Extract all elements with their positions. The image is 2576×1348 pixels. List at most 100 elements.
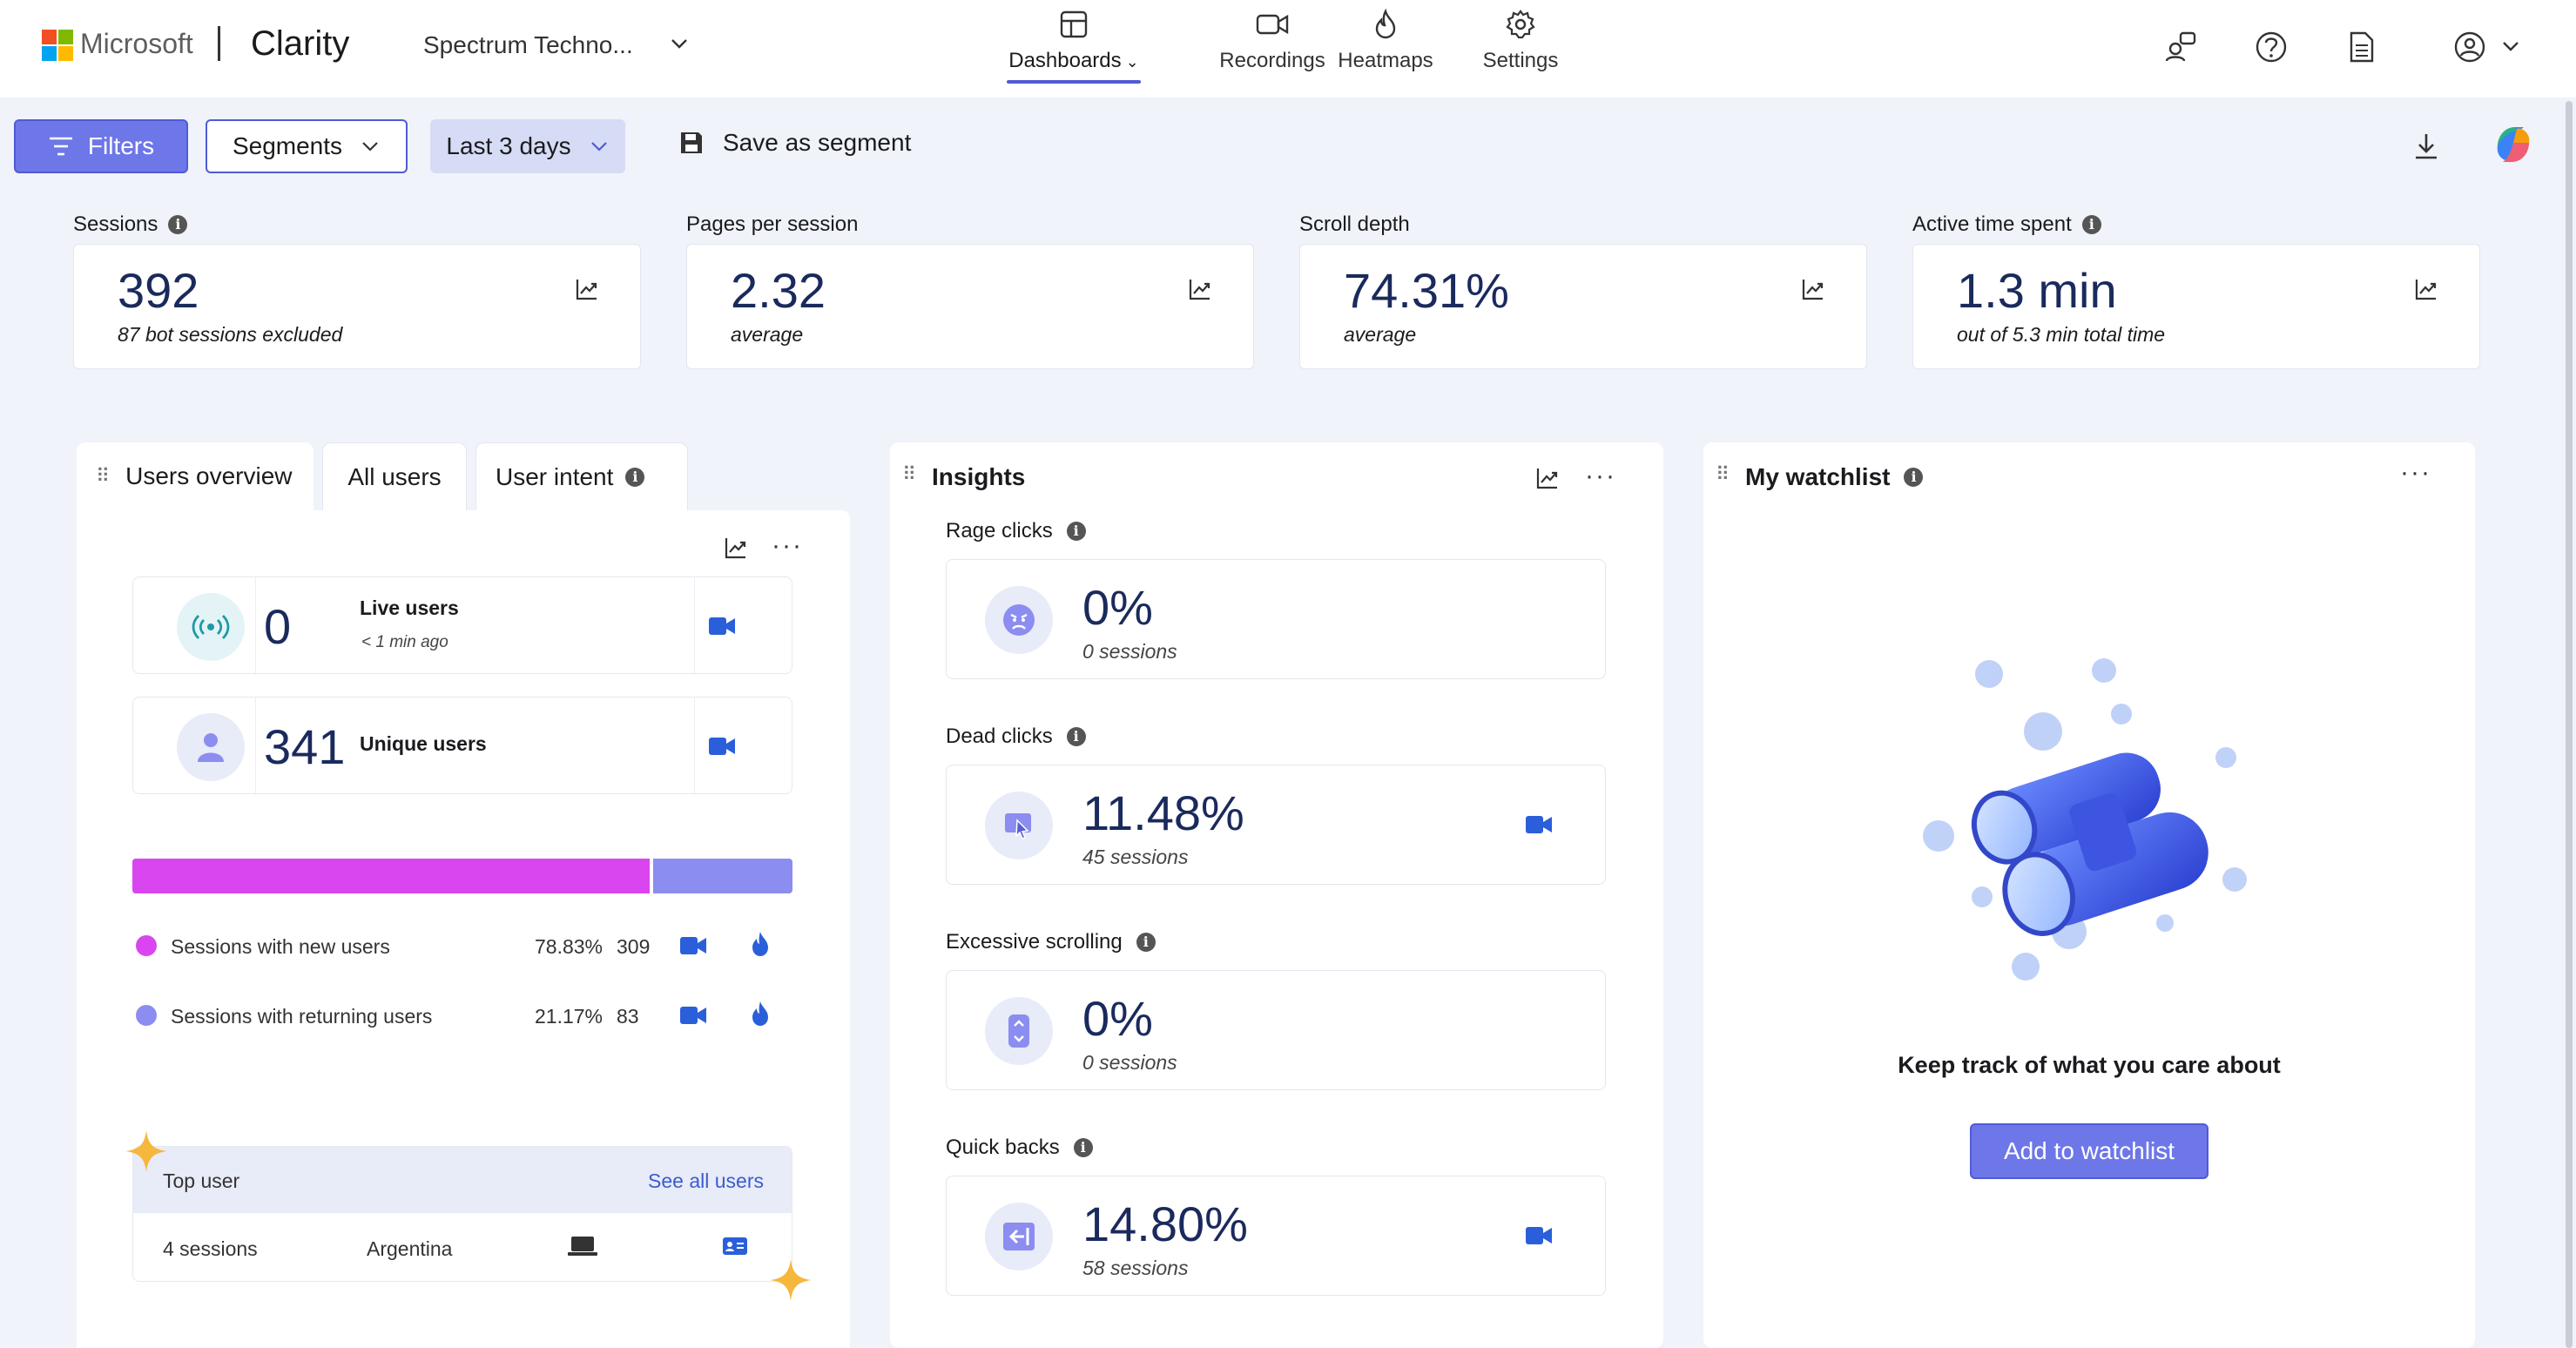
chevron-down-icon xyxy=(590,142,607,152)
live-users-card[interactable]: 0 Live users < 1 min ago xyxy=(132,576,792,675)
save-segment-label: Save as segment xyxy=(723,129,912,156)
trend-chart-icon[interactable] xyxy=(2413,276,2439,302)
help-icon[interactable] xyxy=(2254,30,2289,64)
legend-dot-new xyxy=(136,935,157,956)
project-selector[interactable]: Spectrum Techno... xyxy=(423,31,633,58)
drag-handle-icon[interactable]: ⠿ xyxy=(1716,463,1730,485)
heatmap-flame-icon[interactable] xyxy=(749,930,772,958)
nav-recordings[interactable]: Recordings xyxy=(1205,9,1339,73)
row-label: Sessions with returning users xyxy=(171,1005,433,1028)
add-to-watchlist-button[interactable]: Add to watchlist xyxy=(1970,1123,2208,1179)
insight-sessions: 58 sessions xyxy=(1082,1257,1189,1279)
info-icon[interactable]: i xyxy=(168,215,188,234)
nav-heatmaps[interactable]: Heatmaps xyxy=(1317,9,1454,73)
tab-user-intent[interactable]: User intent i xyxy=(475,442,688,510)
insight-sessions: 45 sessions xyxy=(1082,846,1189,868)
download-icon[interactable] xyxy=(2411,131,2442,162)
insight-value: 11.48% xyxy=(1082,785,1244,840)
trend-chart-icon[interactable] xyxy=(1534,465,1561,491)
nav-settings[interactable]: Settings xyxy=(1472,9,1569,73)
returning-users-row[interactable]: Sessions with returning users 21.17% 83 xyxy=(132,998,792,1033)
more-options-icon[interactable]: ··· xyxy=(2400,458,2431,487)
document-icon[interactable] xyxy=(2344,30,2379,64)
drag-handle-icon[interactable]: ⠿ xyxy=(96,465,111,487)
new-users-row[interactable]: Sessions with new users 78.83% 309 xyxy=(132,928,792,963)
more-options-icon[interactable]: ··· xyxy=(772,531,803,560)
heatmap-flame-icon[interactable] xyxy=(749,1000,772,1028)
filter-icon xyxy=(49,137,72,156)
new-users-segment[interactable] xyxy=(132,859,653,893)
kpi-card-scroll-depth[interactable]: 74.31% average xyxy=(1299,244,1867,369)
kpi-subtext: average xyxy=(1344,323,1417,346)
date-range-dropdown[interactable]: Last 3 days xyxy=(430,119,625,173)
chevron-down-icon[interactable] xyxy=(2499,35,2522,57)
video-camera-icon[interactable] xyxy=(708,616,736,637)
back-arrow-icon xyxy=(985,1203,1053,1270)
top-user-sessions: 4 sessions xyxy=(163,1237,258,1260)
tab-all-users[interactable]: All users xyxy=(322,442,467,510)
divider xyxy=(255,577,256,675)
filters-button[interactable]: Filters xyxy=(14,119,188,173)
trend-chart-icon[interactable] xyxy=(1187,276,1213,302)
rage-clicks-label: Rage clicks i xyxy=(946,519,1086,543)
top-bar: Microsoft Clarity Spectrum Techno... Das… xyxy=(0,0,2576,98)
microsoft-logo xyxy=(42,30,73,61)
chevron-down-icon[interactable] xyxy=(667,31,691,56)
insight-value: 0% xyxy=(1082,991,1153,1046)
kpi-card-pages-per-session[interactable]: 2.32 average xyxy=(686,244,1254,369)
row-count: 309 xyxy=(617,935,651,958)
info-icon[interactable]: i xyxy=(2081,215,2101,234)
insight-label-text: Rage clicks xyxy=(946,519,1053,543)
trend-chart-icon[interactable] xyxy=(1800,276,1826,302)
unique-users-label: Unique users xyxy=(360,732,487,755)
more-options-icon[interactable]: ··· xyxy=(1585,462,1616,490)
video-camera-icon[interactable] xyxy=(679,935,707,956)
save-segment-button[interactable]: Save as segment xyxy=(678,129,911,157)
cursor-click-icon xyxy=(985,792,1053,859)
info-icon[interactable]: i xyxy=(1066,727,1086,746)
kpi-label-text: Pages per session xyxy=(686,212,859,236)
angry-face-icon xyxy=(985,586,1053,654)
laptop-icon xyxy=(568,1237,597,1256)
video-camera-icon[interactable] xyxy=(708,736,736,757)
page-scrollbar[interactable] xyxy=(2566,101,2573,1348)
copilot-icon[interactable] xyxy=(2489,120,2538,169)
kpi-value: 74.31% xyxy=(1344,263,1509,318)
kpi-card-active-time[interactable]: 1.3 min out of 5.3 min total time xyxy=(1912,244,2480,369)
excessive-scrolling-card[interactable]: 0% 0 sessions xyxy=(946,970,1606,1090)
trend-chart-icon[interactable] xyxy=(723,535,749,561)
video-camera-icon[interactable] xyxy=(1525,814,1553,835)
nav-settings-label: Settings xyxy=(1482,49,1559,72)
people-feedback-icon[interactable] xyxy=(2163,30,2198,64)
sparkle-icon xyxy=(770,1259,812,1301)
info-icon[interactable]: i xyxy=(625,467,645,487)
see-all-users-link[interactable]: See all users xyxy=(648,1169,764,1192)
quick-backs-card[interactable]: 14.80% 58 sessions xyxy=(946,1176,1606,1296)
row-label: Sessions with new users xyxy=(171,935,390,958)
user-card-icon[interactable] xyxy=(722,1236,748,1257)
video-camera-icon[interactable] xyxy=(679,1005,707,1026)
trend-chart-icon[interactable] xyxy=(574,276,600,302)
product-name[interactable]: Clarity xyxy=(251,24,350,63)
info-icon[interactable]: i xyxy=(1904,468,1924,487)
drag-handle-icon[interactable]: ⠿ xyxy=(902,463,917,485)
nav-dashboards[interactable]: Dashboards ⌄ xyxy=(1007,9,1141,73)
dead-clicks-card[interactable]: 11.48% 45 sessions xyxy=(946,765,1606,885)
insight-value: 0% xyxy=(1082,580,1153,635)
info-icon[interactable]: i xyxy=(1066,522,1086,541)
kpi-sessions-label: Sessions i xyxy=(73,212,188,237)
segments-dropdown[interactable]: Segments xyxy=(206,119,408,173)
watchlist-title-row: My watchlist i xyxy=(1745,463,1924,491)
tab-label: Users overview xyxy=(125,462,293,489)
kpi-value: 2.32 xyxy=(731,263,826,318)
unique-users-card[interactable]: 341 Unique users xyxy=(132,697,792,795)
info-icon[interactable]: i xyxy=(1136,933,1156,952)
account-icon[interactable] xyxy=(2452,30,2487,64)
segments-label: Segments xyxy=(232,132,343,159)
video-camera-icon[interactable] xyxy=(1525,1225,1553,1246)
user-avatar-icon xyxy=(177,713,245,781)
kpi-card-sessions[interactable]: 392 87 bot sessions excluded xyxy=(73,244,641,369)
rage-clicks-card[interactable]: 0% 0 sessions xyxy=(946,559,1606,679)
info-icon[interactable]: i xyxy=(1073,1138,1093,1157)
tab-users-overview[interactable]: ⠿ Users overview xyxy=(77,442,314,510)
